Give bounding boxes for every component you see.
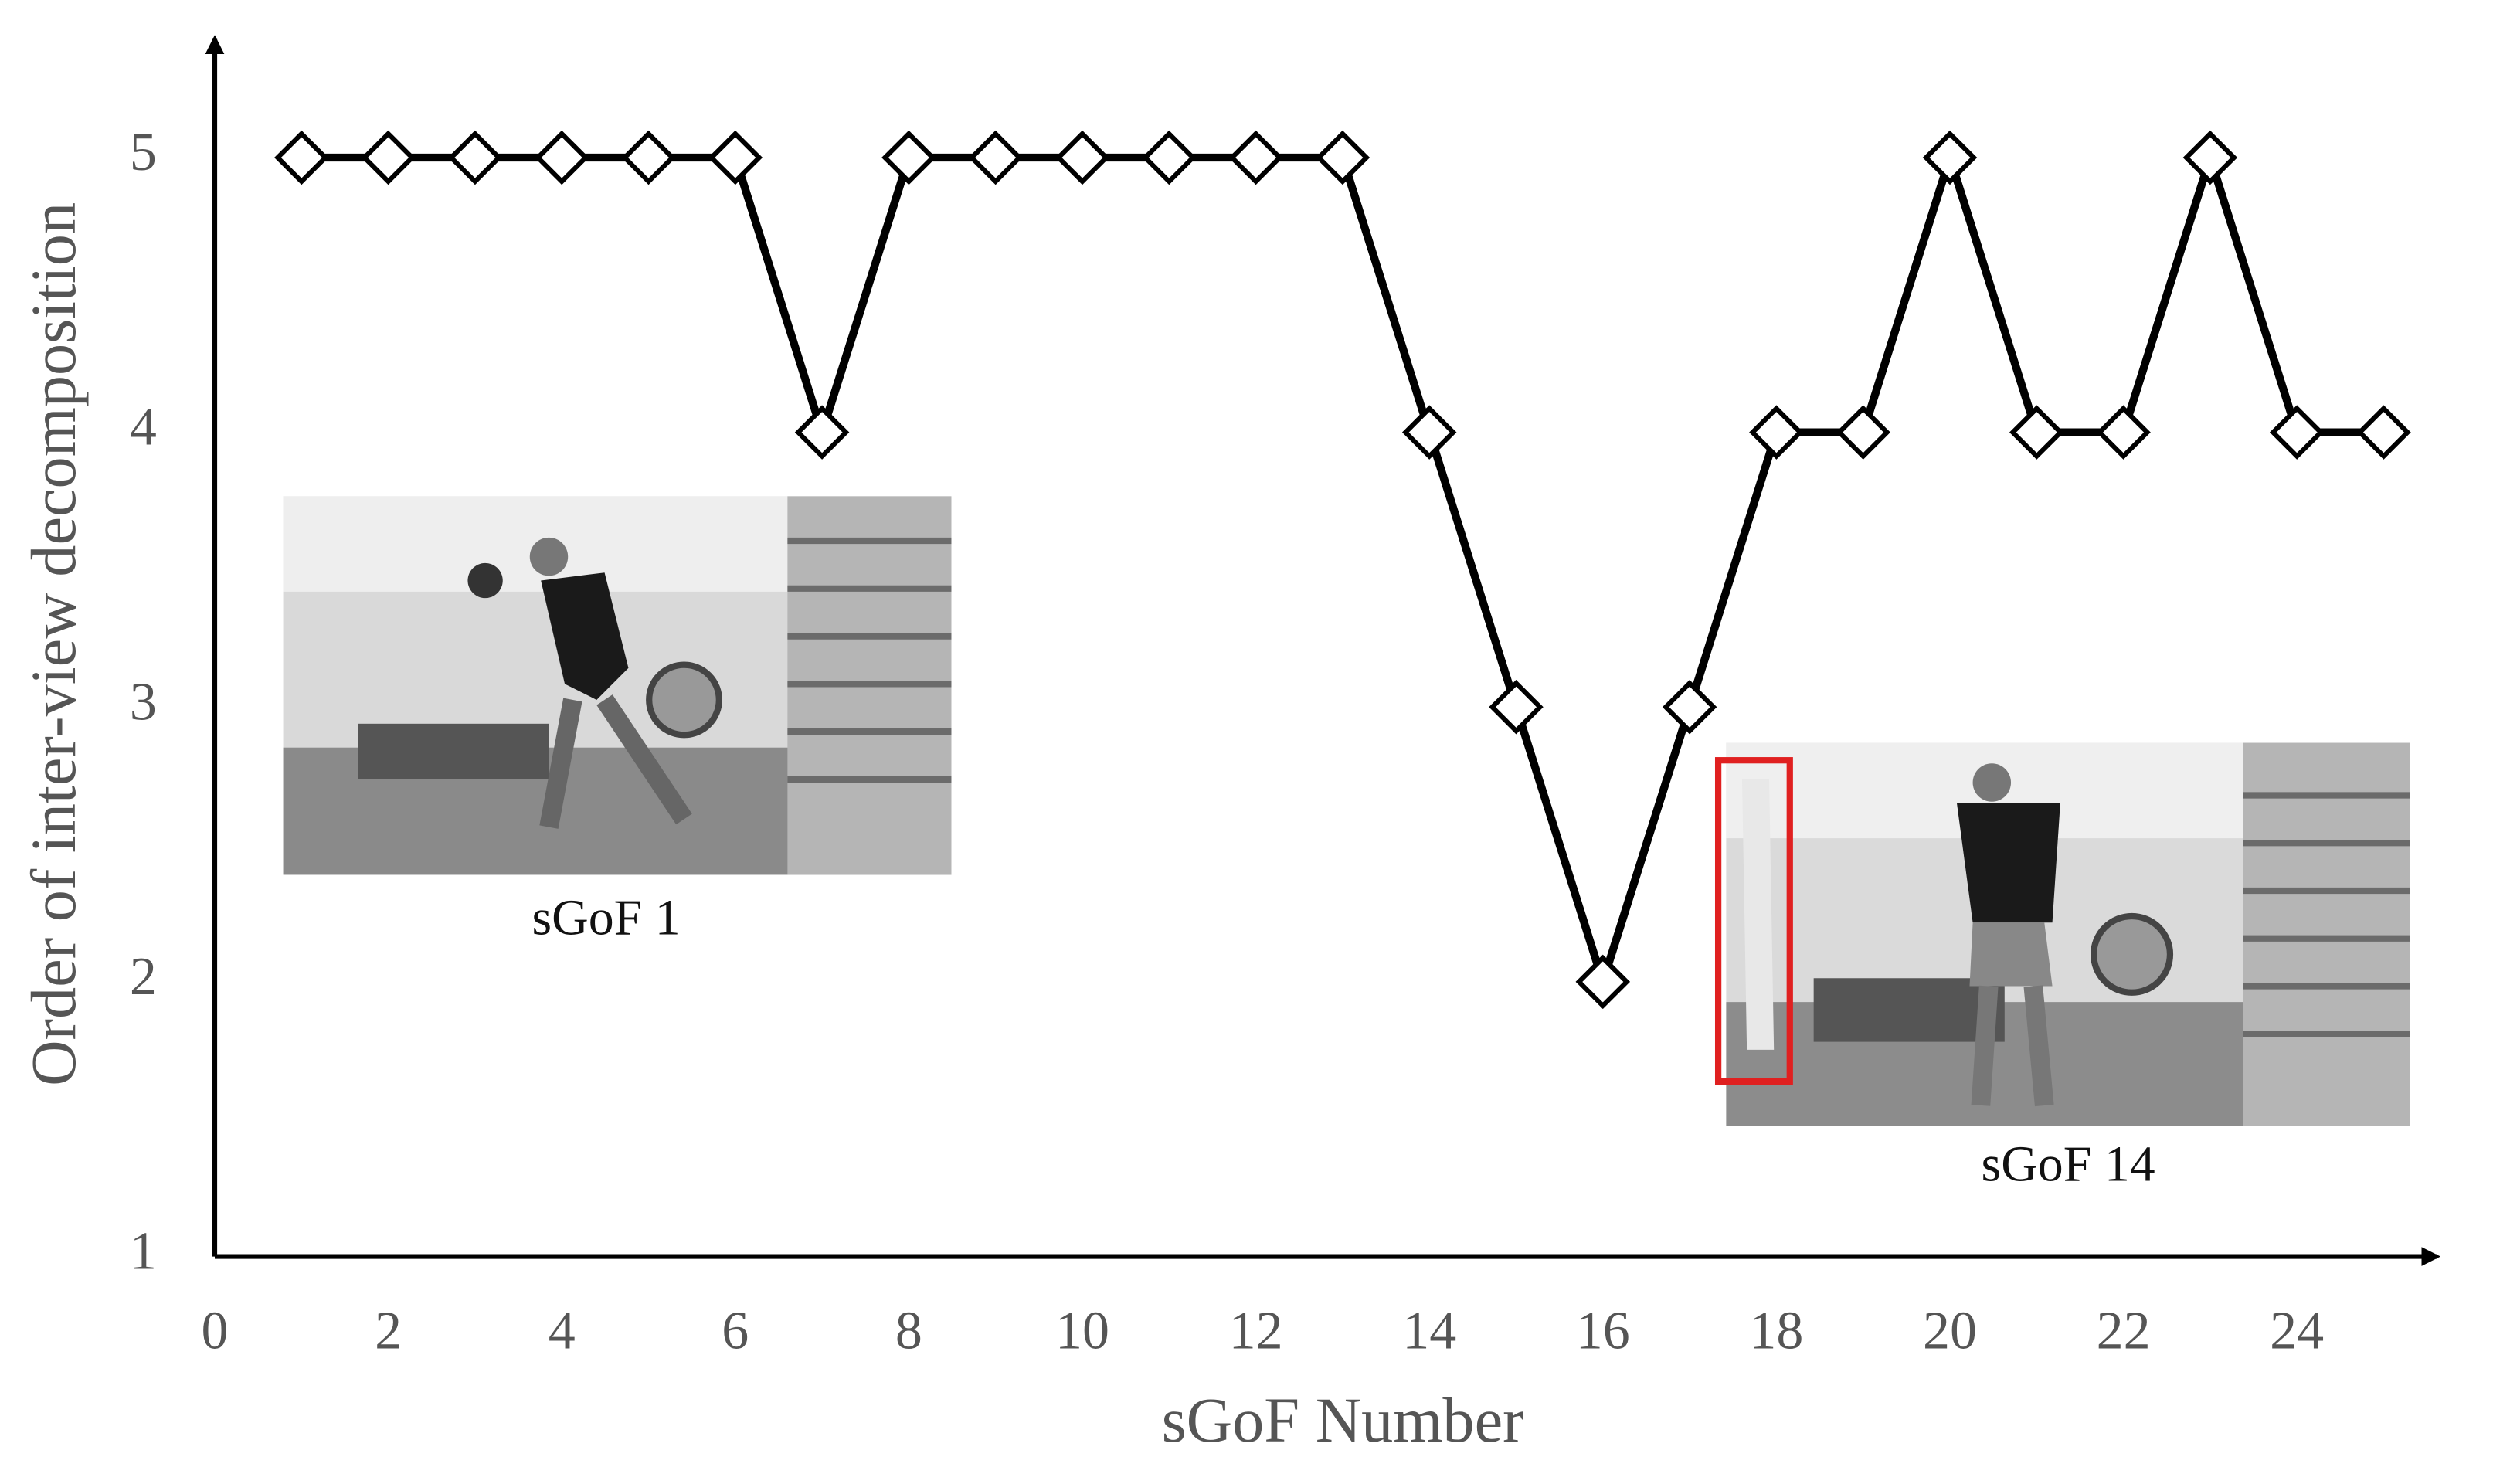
marker [1922,130,1978,185]
marker [534,130,589,185]
x-tick-label: 8 [895,1302,922,1361]
x-tick-label: 22 [2097,1302,2151,1361]
marker [1055,130,1110,185]
photo [283,496,952,875]
y-tick-label: 2 [130,947,157,1007]
x-tick-label: 20 [1923,1302,1977,1361]
y-tick-label: 1 [130,1222,157,1282]
annotation: sGoF 1 [532,889,681,946]
marker [274,130,329,185]
x-tick-label: 2 [375,1302,402,1361]
marker [1489,680,1544,735]
x-tick-label: 18 [1749,1302,1803,1361]
marker [1401,405,1457,460]
marker [881,130,936,185]
x-tick-label: 12 [1229,1302,1283,1361]
x-tick-label: 16 [1576,1302,1630,1361]
x-axis-label: sGoF Number [1162,1385,1524,1455]
y-tick-label: 5 [130,123,157,182]
y-tick-label: 3 [130,672,157,732]
marker [2009,405,2064,460]
marker [1749,405,1804,460]
x-tick-label: 10 [1055,1302,1109,1361]
marker [361,130,416,185]
x-tick-label: 6 [722,1302,749,1361]
y-axis-label: Order of inter-view decomposition [19,202,89,1086]
x-tick-label: 14 [1402,1302,1456,1361]
x-tick-label: 4 [549,1302,576,1361]
marker [968,130,1023,185]
marker [1228,130,1283,185]
marker [2269,405,2325,460]
annotation: sGoF 14 [1982,1136,2155,1192]
marker [2356,405,2411,460]
marker [1662,680,1717,735]
marker [1315,130,1370,185]
marker [2182,130,2238,185]
y-tick-label: 4 [130,398,157,457]
marker [447,130,503,185]
x-tick-label: 24 [2270,1302,2324,1361]
marker [708,130,763,185]
marker [2096,405,2151,460]
marker [1142,130,1197,185]
x-tick-label: 0 [202,1302,229,1361]
marker [621,130,676,185]
marker [1836,405,1890,460]
marker [794,405,850,460]
photo [1714,742,2410,1126]
marker [1575,954,1631,1010]
